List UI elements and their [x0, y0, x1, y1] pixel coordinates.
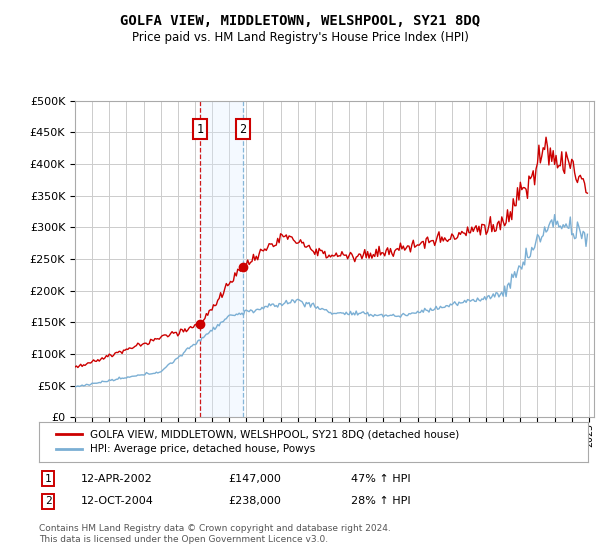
Text: GOLFA VIEW, MIDDLETOWN, WELSHPOOL, SY21 8DQ: GOLFA VIEW, MIDDLETOWN, WELSHPOOL, SY21 …: [120, 14, 480, 28]
Text: 28% ↑ HPI: 28% ↑ HPI: [351, 496, 410, 506]
Text: 12-APR-2002: 12-APR-2002: [81, 474, 153, 484]
Text: £238,000: £238,000: [228, 496, 281, 506]
Text: £147,000: £147,000: [228, 474, 281, 484]
Bar: [200, 101, 242, 417]
Text: 12-OCT-2004: 12-OCT-2004: [81, 496, 154, 506]
Text: Contains HM Land Registry data © Crown copyright and database right 2024.
This d: Contains HM Land Registry data © Crown c…: [39, 524, 391, 544]
Text: 1: 1: [196, 123, 203, 136]
Text: Price paid vs. HM Land Registry's House Price Index (HPI): Price paid vs. HM Land Registry's House …: [131, 31, 469, 44]
Legend: GOLFA VIEW, MIDDLETOWN, WELSHPOOL, SY21 8DQ (detached house), HPI: Average price: GOLFA VIEW, MIDDLETOWN, WELSHPOOL, SY21 …: [50, 423, 466, 460]
Text: 1: 1: [44, 474, 52, 484]
Text: 2: 2: [239, 123, 246, 136]
Text: 47% ↑ HPI: 47% ↑ HPI: [351, 474, 410, 484]
Text: 2: 2: [44, 496, 52, 506]
